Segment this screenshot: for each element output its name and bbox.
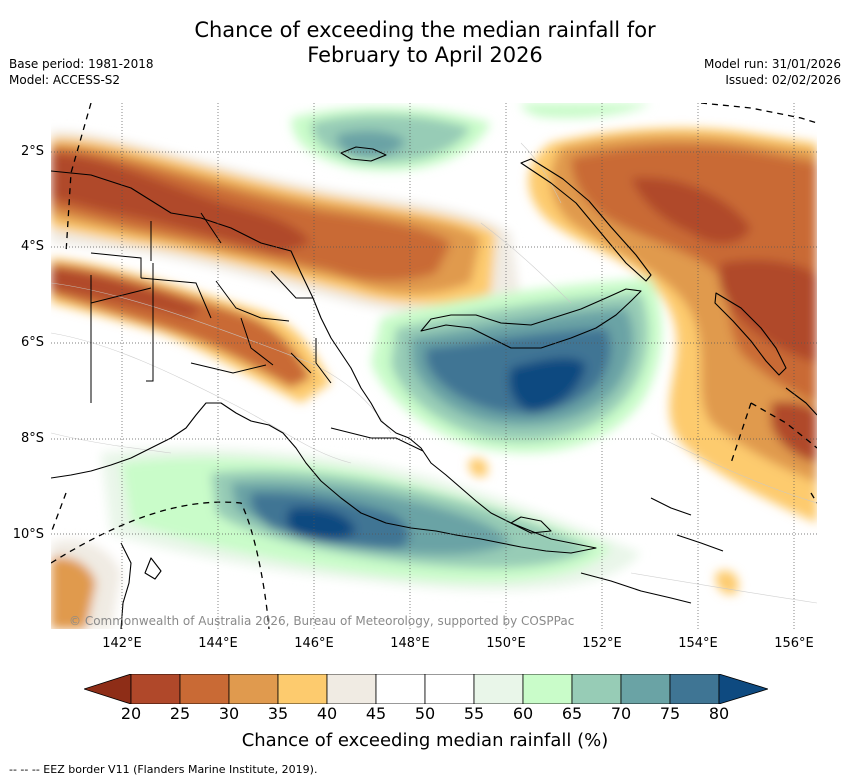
- colorbar-extend-low: [82, 673, 132, 705]
- base-period: Base period: 1981-2018: [9, 57, 154, 71]
- lon-label: 142°E: [102, 636, 142, 651]
- colorbar-segment: [620, 673, 671, 705]
- chart-title: Chance of exceeding the median rainfall …: [0, 18, 850, 68]
- colorbar: [82, 673, 770, 705]
- lon-label: 150°E: [486, 636, 526, 651]
- title-line-2: February to April 2026: [307, 43, 543, 67]
- colorbar-segment: [228, 673, 279, 705]
- colorbar-tick: 55: [463, 704, 485, 723]
- lat-label: 8°S: [20, 431, 44, 446]
- eez-borders: [51, 103, 817, 629]
- colorbar-segment: [130, 673, 181, 705]
- map-svg: [51, 103, 817, 629]
- copyright-notice: © Commonwealth of Australia 2026, Bureau…: [69, 614, 575, 628]
- rainfall-map: [51, 103, 817, 629]
- colorbar-segment: [424, 673, 475, 705]
- lon-label: 152°E: [582, 636, 622, 651]
- colorbar-tick: 80: [708, 704, 730, 723]
- colorbar-tick: 25: [169, 704, 191, 723]
- title-line-1: Chance of exceeding the median rainfall …: [194, 18, 656, 42]
- lat-label: 10°S: [12, 527, 44, 542]
- colorbar-segment: [179, 673, 230, 705]
- colorbar-segment: [326, 673, 377, 705]
- lat-label: 6°S: [20, 335, 44, 350]
- colorbar-segment: [522, 673, 573, 705]
- model-name: Model: ACCESS-S2: [9, 73, 121, 87]
- colorbar-tick: 65: [561, 704, 583, 723]
- colorbar-tick: 35: [267, 704, 289, 723]
- meta-right: Model run: 31/01/2026 Issued: 02/02/2026: [704, 56, 841, 88]
- lon-label: 148°E: [390, 636, 430, 651]
- lat-label: 4°S: [20, 239, 44, 254]
- colorbar-tick: 30: [218, 704, 240, 723]
- model-run: Model run: 31/01/2026: [703, 57, 841, 71]
- colorbar-segment: [375, 673, 426, 705]
- lon-label: 156°E: [774, 636, 814, 651]
- colorbar-segment: [277, 673, 328, 705]
- meta-left: Base period: 1981-2018 Model: ACCESS-S2: [9, 56, 154, 88]
- colorbar-segment: [473, 673, 524, 705]
- eez-footnote: -- -- -- EEZ border V11 (Flanders Marine…: [9, 763, 318, 776]
- lon-label: 154°E: [678, 636, 718, 651]
- colorbar-tick: 50: [414, 704, 436, 723]
- probability-fields: [51, 103, 817, 629]
- coastlines: [51, 146, 817, 629]
- colorbar-tick: 45: [365, 704, 387, 723]
- graticule: [51, 103, 817, 629]
- colorbar-segment: [571, 673, 622, 705]
- colorbar-tick: 75: [659, 704, 681, 723]
- colorbar-svg: [82, 673, 770, 705]
- colorbar-extend-high: [718, 673, 770, 705]
- colorbar-tick: 70: [610, 704, 632, 723]
- lon-label: 144°E: [198, 636, 238, 651]
- colorbar-label: Chance of exceeding median rainfall (%): [241, 730, 609, 751]
- issued-date: Issued: 02/02/2026: [725, 73, 841, 87]
- lat-label: 2°S: [20, 144, 44, 159]
- lon-label: 146°E: [294, 636, 334, 651]
- colorbar-tick: 20: [120, 704, 142, 723]
- probability-isolines: [51, 142, 817, 604]
- colorbar-tick: 40: [316, 704, 338, 723]
- colorbar-tick: 60: [512, 704, 534, 723]
- colorbar-segment: [669, 673, 720, 705]
